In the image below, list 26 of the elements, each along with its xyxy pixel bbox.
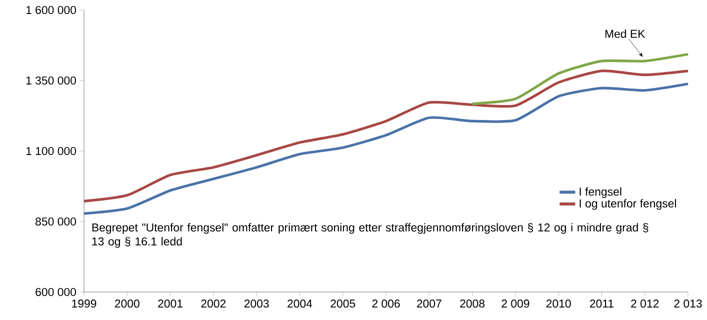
legend-label: I fengsel <box>580 187 622 198</box>
x-tick-label: 2001 <box>158 300 182 308</box>
x-tick-label: 2005 <box>330 300 356 308</box>
y-tick-label: 1 100 000 <box>26 146 76 156</box>
x-tick-label: 2007 <box>416 300 442 308</box>
x-tick-label: 2008 <box>460 300 485 308</box>
line-series <box>470 52 690 106</box>
annotation: Begrepet "Utenfor fengsel" omfatter primært soning etter straffegjennomføringsloven § 12 og i mindre grad § 13 og § 16.1 ledd <box>92 223 648 248</box>
y-tick-label: 600 000 <box>36 288 76 296</box>
x-tick-label: 2 006 <box>372 300 400 308</box>
y-tick-label: 1 350 000 <box>26 76 76 85</box>
y-tick-label: 850 000 <box>36 217 76 226</box>
x-tick-label: 2004 <box>288 300 312 308</box>
x-tick-label: 2011 <box>590 300 614 308</box>
x-tick-label: 1999 <box>72 300 96 308</box>
x-tick-label: 2 009 <box>502 300 530 308</box>
legend-label: I og utenfor fengsel <box>580 199 676 210</box>
y-tick-label: 1 600 000 <box>26 6 76 14</box>
x-tick-label: 2 013 <box>674 300 702 308</box>
annotation: Med EK <box>605 29 646 38</box>
x-tick-label: 2002 <box>201 300 226 308</box>
x-tick-label: 2010 <box>546 300 571 308</box>
x-tick-label: 2003 <box>244 300 269 308</box>
x-tick-label: 2 012 <box>631 300 659 308</box>
line-series <box>82 82 690 215</box>
x-tick-label: 2000 <box>114 300 140 308</box>
